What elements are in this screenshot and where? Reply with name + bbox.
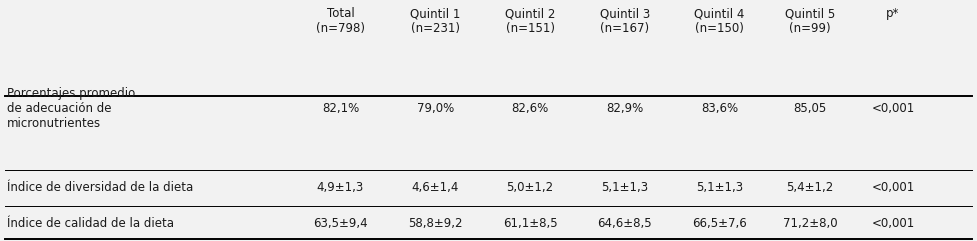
Text: 5,0±1,2: 5,0±1,2: [506, 181, 554, 194]
Text: 82,1%: 82,1%: [321, 102, 360, 115]
Text: 82,9%: 82,9%: [606, 102, 644, 115]
Text: Quintil 2
(n=151): Quintil 2 (n=151): [505, 7, 555, 35]
Text: 4,6±1,4: 4,6±1,4: [411, 181, 459, 194]
Text: <0,001: <0,001: [871, 102, 914, 115]
Text: Índice de diversidad de la dieta: Índice de diversidad de la dieta: [7, 181, 193, 194]
Text: 82,6%: 82,6%: [511, 102, 549, 115]
Text: 66,5±7,6: 66,5±7,6: [692, 217, 747, 230]
Text: <0,001: <0,001: [871, 217, 914, 230]
Text: Quintil 1
(n=231): Quintil 1 (n=231): [410, 7, 460, 35]
Text: <0,001: <0,001: [871, 181, 914, 194]
Text: 71,2±8,0: 71,2±8,0: [783, 217, 837, 230]
Text: p*: p*: [886, 7, 900, 20]
Text: Quintil 3
(n=167): Quintil 3 (n=167): [600, 7, 650, 35]
Text: 79,0%: 79,0%: [416, 102, 454, 115]
Text: Quintil 4
(n=150): Quintil 4 (n=150): [695, 7, 744, 35]
Text: 5,1±1,3: 5,1±1,3: [696, 181, 743, 194]
Text: 83,6%: 83,6%: [701, 102, 738, 115]
Text: 63,5±9,4: 63,5±9,4: [314, 217, 367, 230]
Text: Índice de calidad de la dieta: Índice de calidad de la dieta: [7, 217, 174, 230]
Text: Porcentajes promedio
de adecuación de
micronutrientes: Porcentajes promedio de adecuación de mi…: [7, 87, 135, 130]
Text: Total
(n=798): Total (n=798): [316, 7, 365, 35]
Text: Quintil 5
(n=99): Quintil 5 (n=99): [785, 7, 835, 35]
Text: 4,9±1,3: 4,9±1,3: [317, 181, 364, 194]
Text: 58,8±9,2: 58,8±9,2: [408, 217, 462, 230]
Text: 5,4±1,2: 5,4±1,2: [786, 181, 833, 194]
Text: 85,05: 85,05: [793, 102, 827, 115]
Text: 5,1±1,3: 5,1±1,3: [601, 181, 649, 194]
Text: 64,6±8,5: 64,6±8,5: [598, 217, 652, 230]
Text: 61,1±8,5: 61,1±8,5: [503, 217, 557, 230]
